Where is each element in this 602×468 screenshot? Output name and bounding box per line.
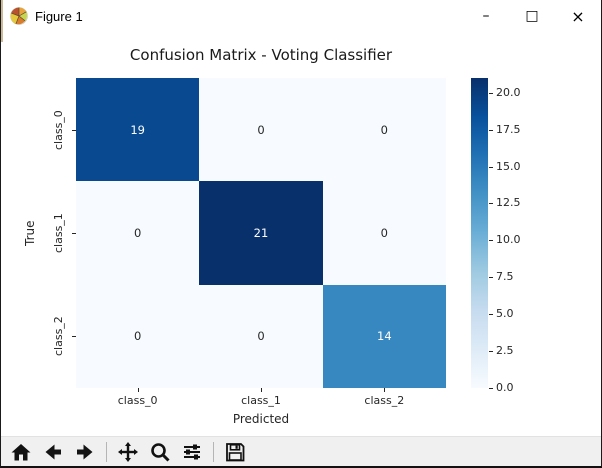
heatmap-cell-class_0-class_1: 0: [199, 78, 323, 182]
colorbar-tick-label: 0.0: [496, 381, 514, 394]
save-icon: [226, 442, 245, 461]
colorbar-tick-label: 20.0: [496, 85, 521, 99]
colorbar-tick-label: 15.0: [496, 159, 521, 173]
heatmap-grid: 19 0 0 0 21 0 0 0 14: [76, 78, 446, 388]
close-button[interactable]: ×: [571, 6, 585, 26]
home-icon: [11, 443, 31, 460]
colorbar-tick-label: 17.5: [496, 122, 521, 136]
x-tick-mark: [137, 388, 139, 392]
heatmap-cell-class_1-class_0: 0: [76, 181, 200, 285]
colorbar-tick-mark: [489, 203, 493, 205]
colorbar-tick-mark: [489, 388, 493, 389]
y-tick-label: class_0: [52, 109, 65, 150]
configure-subplots-button[interactable]: [178, 439, 206, 465]
heatmap-cell-class_2-class_1: 0: [199, 284, 323, 388]
y-tick-mark: [72, 129, 76, 131]
minimize-button[interactable]: –: [482, 8, 490, 24]
heatmap-cell-class_0-class_0: 19: [76, 78, 200, 182]
window-edge-notch: [1, 0, 3, 42]
pan-icon: [118, 441, 138, 462]
zoom-icon: [151, 442, 170, 462]
x-tick-label: class_2: [364, 394, 405, 407]
toolbar-separator: [106, 441, 107, 462]
toolbar-separator: [213, 441, 214, 462]
heatmap-cell-class_2-class_0: 0: [76, 284, 200, 388]
colorbar-tick-label: 5.0: [496, 307, 514, 321]
x-tick-mark: [261, 388, 262, 392]
y-axis-label: True: [23, 220, 37, 246]
forward-button[interactable]: [71, 439, 99, 465]
colorbar-tick-mark: [489, 351, 493, 353]
colorbar-tick-mark: [489, 277, 493, 279]
x-tick-mark: [384, 388, 386, 392]
configure-subplots-icon: [184, 444, 200, 459]
home-button[interactable]: [7, 439, 35, 465]
save-button[interactable]: [221, 439, 249, 465]
figure-canvas[interactable]: Confusion Matrix - Voting Classifier 19 0…: [1, 32, 601, 436]
colorbar-tick-mark: [489, 240, 493, 242]
colorbar-tick-mark: [489, 129, 493, 131]
heatmap-cell-class_2-class_2: 14: [322, 284, 446, 388]
colorbar-tick-label: 7.5: [496, 270, 514, 284]
y-tick-mark: [72, 336, 76, 338]
pan-button[interactable]: [114, 439, 142, 465]
back-icon: [45, 444, 61, 459]
heatmap-cell-class_1-class_2: 0: [322, 181, 446, 285]
y-tick-label: class_2: [52, 316, 65, 357]
y-tick-mark: [72, 233, 76, 234]
heatmap-axes: 19 0 0 0 21 0 0 0 14: [76, 78, 446, 388]
titlebar[interactable]: Figure 1 – □ ×: [1, 0, 601, 32]
plot-toolbar: [1, 436, 601, 466]
colorbar-tick-mark: [489, 92, 493, 94]
colorbar-tick-label: 10.0: [496, 233, 521, 247]
y-tick-label: class_1: [52, 213, 65, 253]
x-tick-label: class_0: [117, 394, 158, 407]
forward-icon: [77, 444, 93, 459]
colorbar-tick-mark: [489, 166, 493, 168]
matplotlib-logo-icon: [10, 7, 28, 25]
maximize-button[interactable]: □: [525, 8, 539, 24]
window-title: Figure 1: [35, 8, 83, 24]
x-axis-label: Predicted: [232, 412, 290, 426]
back-button[interactable]: [39, 439, 67, 465]
heatmap-cell-class_1-class_1: 21: [199, 181, 323, 285]
heatmap-cell-class_0-class_2: 0: [322, 78, 446, 182]
zoom-button[interactable]: [146, 439, 174, 465]
colorbar: [471, 78, 488, 388]
colorbar-tick-label: 12.5: [496, 196, 521, 210]
x-tick-label: class_1: [241, 394, 281, 407]
plot-title: Confusion Matrix - Voting Classifier: [129, 46, 393, 64]
colorbar-tick-mark: [489, 314, 493, 316]
colorbar-tick-label: 2.5: [496, 344, 514, 358]
